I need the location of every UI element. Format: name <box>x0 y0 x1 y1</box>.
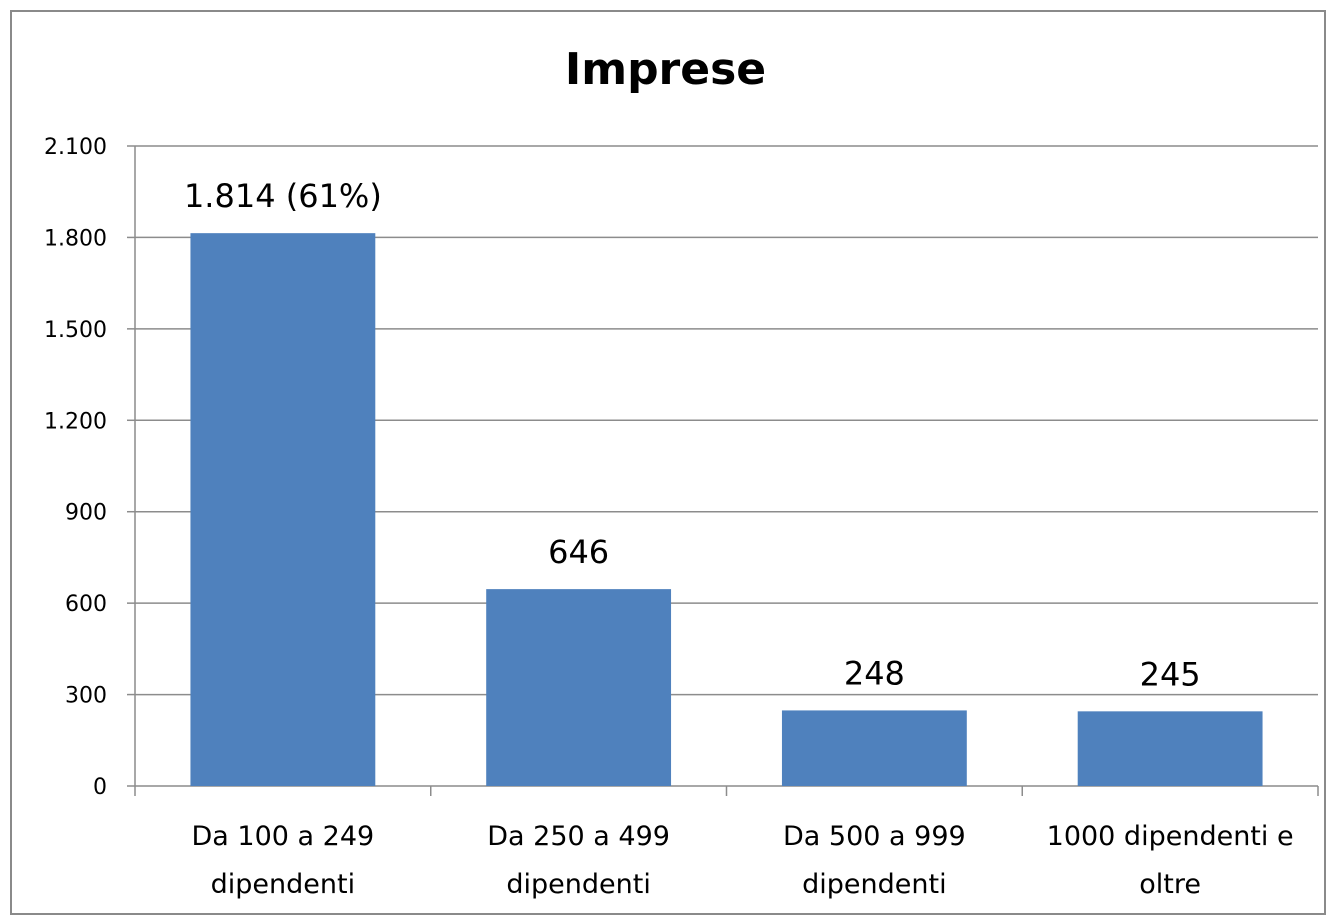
y-tick-label: 1.200 <box>44 409 107 434</box>
x-category-label: 1000 dipendenti e <box>1047 821 1294 852</box>
x-category-label: dipendenti <box>211 869 355 900</box>
y-tick-label: 2.100 <box>44 135 107 160</box>
x-category-label: Da 100 a 249 <box>192 821 375 852</box>
data-label: 1.814 (61%) <box>184 177 382 215</box>
x-category-label: oltre <box>1139 869 1201 900</box>
bars <box>190 233 1263 786</box>
x-category-label: dipendenti <box>506 869 650 900</box>
bar <box>486 589 672 786</box>
y-tick-label: 1.500 <box>44 318 107 343</box>
y-tick-label: 900 <box>65 501 107 526</box>
data-label: 646 <box>548 533 609 571</box>
chart-title: Imprese <box>564 44 767 95</box>
bar <box>1077 711 1263 786</box>
data-label: 245 <box>1140 655 1201 693</box>
labels: 0 300 600 900 1.200 1.500 1.800 2.100 1.814 (61%… <box>44 135 1294 900</box>
y-tick-label: 600 <box>65 592 107 617</box>
bar <box>190 233 376 786</box>
x-category-label: dipendenti <box>802 869 946 900</box>
y-tick-label: 300 <box>65 684 107 709</box>
x-category-label: Da 250 a 499 <box>487 821 670 852</box>
data-label: 248 <box>844 654 905 692</box>
bar <box>781 710 967 786</box>
y-tick-label: 1.800 <box>44 226 107 251</box>
x-category-label: Da 500 a 999 <box>783 821 966 852</box>
y-tick-label: 0 <box>93 775 107 800</box>
